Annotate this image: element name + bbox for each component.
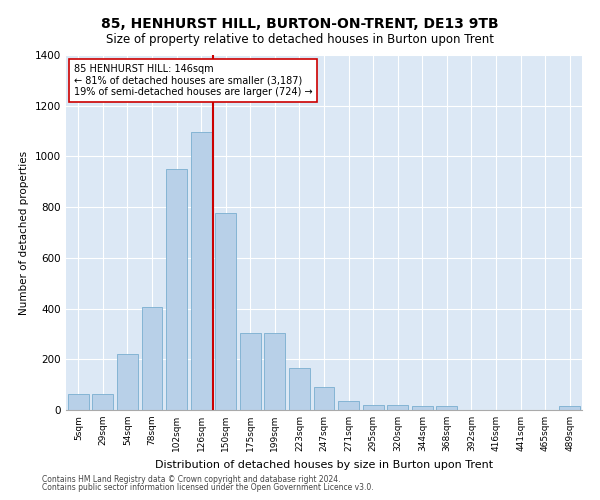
- Bar: [559, 406, 580, 410]
- Bar: [412, 406, 433, 410]
- Bar: [92, 394, 113, 410]
- Y-axis label: Number of detached properties: Number of detached properties: [19, 150, 29, 314]
- Bar: [314, 387, 334, 410]
- Bar: [387, 405, 408, 410]
- Text: 85 HENHURST HILL: 146sqm
← 81% of detached houses are smaller (3,187)
19% of sem: 85 HENHURST HILL: 146sqm ← 81% of detach…: [74, 64, 313, 97]
- Bar: [215, 214, 236, 410]
- Text: 85, HENHURST HILL, BURTON-ON-TRENT, DE13 9TB: 85, HENHURST HILL, BURTON-ON-TRENT, DE13…: [101, 18, 499, 32]
- Bar: [240, 332, 261, 410]
- Bar: [117, 354, 138, 410]
- Bar: [436, 406, 457, 410]
- Bar: [362, 405, 383, 410]
- Bar: [338, 401, 359, 410]
- Text: Contains HM Land Registry data © Crown copyright and database right 2024.: Contains HM Land Registry data © Crown c…: [42, 475, 341, 484]
- Bar: [265, 332, 286, 410]
- Bar: [68, 394, 89, 410]
- X-axis label: Distribution of detached houses by size in Burton upon Trent: Distribution of detached houses by size …: [155, 460, 493, 469]
- Text: Size of property relative to detached houses in Burton upon Trent: Size of property relative to detached ho…: [106, 32, 494, 46]
- Bar: [289, 368, 310, 410]
- Bar: [142, 308, 163, 410]
- Bar: [166, 169, 187, 410]
- Bar: [191, 132, 212, 410]
- Text: Contains public sector information licensed under the Open Government Licence v3: Contains public sector information licen…: [42, 483, 374, 492]
